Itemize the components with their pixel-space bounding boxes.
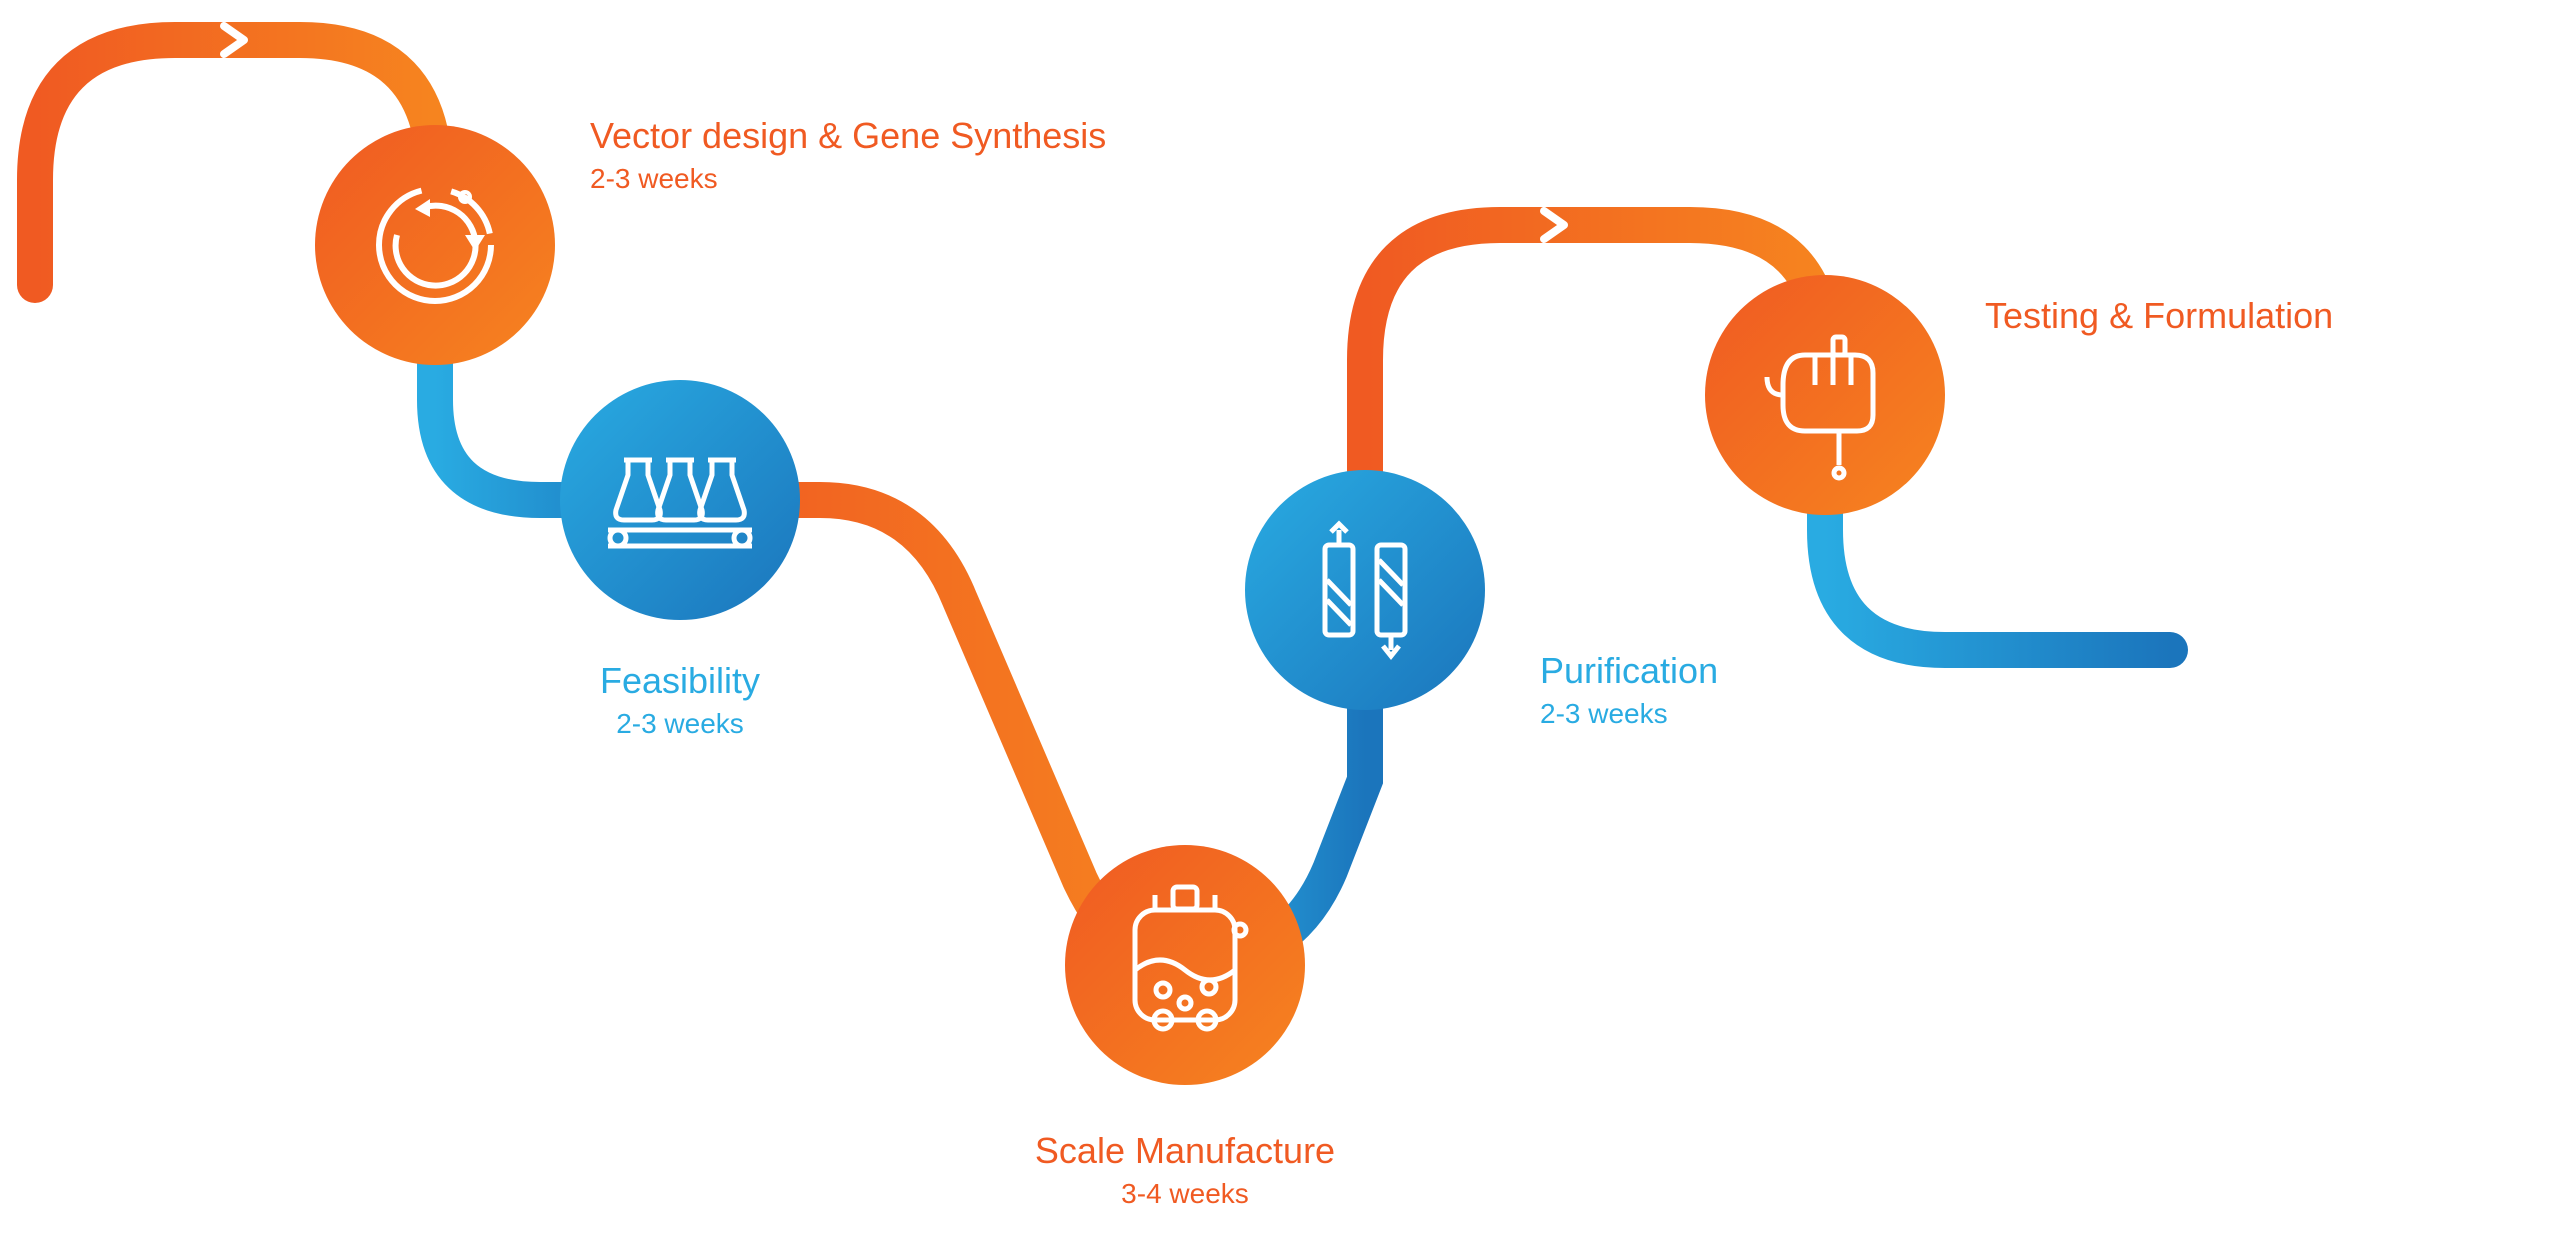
step-label-vector-design: Vector design & Gene Synthesis 2-3 weeks	[590, 115, 1106, 195]
step-node-scale-manufacture	[1065, 845, 1305, 1085]
step-label-purification: Purification 2-3 weeks	[1540, 650, 1718, 730]
step-title: Feasibility	[600, 660, 760, 702]
step-node-vector-design	[315, 125, 555, 365]
step-subtitle: 2-3 weeks	[590, 163, 1106, 195]
step-label-testing-formulation: Testing & Formulation	[1985, 295, 2333, 337]
flow-chevron-icon	[949, 769, 983, 801]
step-subtitle: 2-3 weeks	[600, 708, 760, 740]
step-node-feasibility	[560, 380, 800, 620]
step-node-purification	[1245, 470, 1485, 710]
step-title: Purification	[1540, 650, 1718, 692]
step-label-feasibility: Feasibility 2-3 weeks	[600, 660, 760, 740]
step-title: Scale Manufacture	[1035, 1130, 1335, 1172]
step-label-scale-manufacture: Scale Manufacture 3-4 weeks	[1035, 1130, 1335, 1210]
step-subtitle: 2-3 weeks	[1540, 698, 1718, 730]
process-flow-diagram	[0, 0, 2560, 1251]
step-subtitle: 3-4 weeks	[1035, 1178, 1335, 1210]
step-title: Vector design & Gene Synthesis	[590, 115, 1106, 157]
step-title: Testing & Formulation	[1985, 295, 2333, 337]
step-node-testing-formulation	[1705, 275, 1945, 515]
